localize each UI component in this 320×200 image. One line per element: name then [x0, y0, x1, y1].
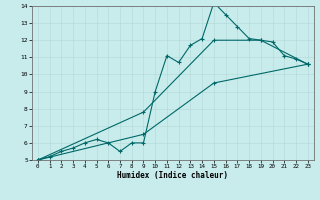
X-axis label: Humidex (Indice chaleur): Humidex (Indice chaleur) [117, 171, 228, 180]
